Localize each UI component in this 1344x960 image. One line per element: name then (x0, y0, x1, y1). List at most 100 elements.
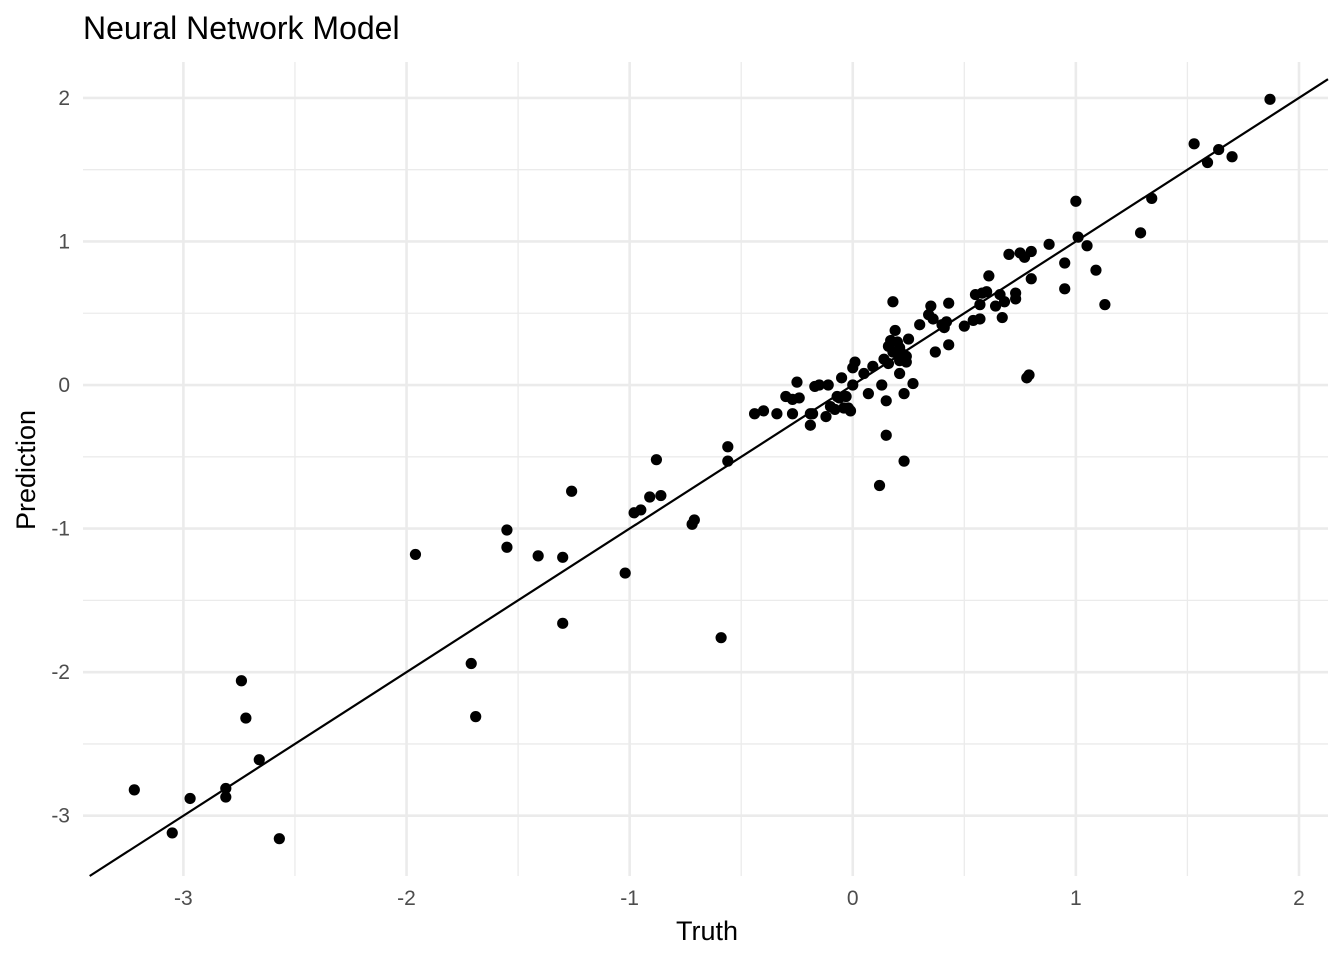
data-point (822, 379, 834, 391)
grid-lines (83, 62, 1328, 876)
data-point (532, 550, 544, 562)
data-point (688, 514, 700, 526)
reference-line (89, 78, 1329, 877)
data-point (882, 357, 895, 370)
data-point (829, 403, 841, 416)
data-point (1188, 138, 1200, 150)
data-point (894, 367, 906, 380)
data-point (925, 300, 937, 312)
data-point (1023, 369, 1035, 381)
x-axis-ticks: -3 -2 -1 0 1 2 (174, 887, 1305, 910)
y-tick-label: 0 (58, 374, 70, 397)
data-point (1081, 240, 1093, 252)
data-point (166, 827, 178, 839)
x-tick-label: -3 (174, 887, 193, 910)
data-point (914, 319, 926, 331)
data-point (757, 405, 770, 417)
x-tick-label: 1 (1070, 887, 1082, 910)
data-point (889, 324, 901, 337)
data-point (748, 408, 761, 420)
data-point (1226, 151, 1238, 163)
data-point (1099, 299, 1111, 311)
data-point (184, 792, 196, 805)
data-point (253, 754, 265, 766)
data-point (220, 791, 232, 803)
data-point (1264, 93, 1276, 105)
y-tick-label: 1 (58, 230, 70, 253)
data-point (907, 377, 919, 390)
data-point (501, 541, 513, 553)
y-tick-label: -1 (51, 518, 70, 541)
x-tick-label: 2 (1293, 887, 1305, 910)
data-point (1090, 264, 1102, 276)
data-point (929, 346, 941, 358)
data-point (1025, 245, 1037, 258)
data-point (836, 372, 848, 384)
data-point (958, 320, 970, 332)
data-point (887, 296, 899, 308)
data-point (898, 388, 910, 400)
y-tick-label: 2 (58, 87, 70, 110)
data-point (1010, 287, 1022, 299)
data-point (1059, 283, 1071, 295)
data-point (650, 454, 663, 466)
y-tick-label: -2 (51, 661, 70, 684)
y-tick-label: -3 (51, 805, 70, 828)
data-point (1043, 238, 1055, 250)
data-point (943, 297, 955, 309)
data-point (943, 339, 955, 351)
x-tick-label: -1 (620, 887, 639, 910)
data-point (644, 491, 656, 503)
data-point (876, 379, 888, 391)
data-point (820, 410, 832, 423)
data-point (1059, 257, 1071, 269)
data-point (847, 379, 859, 391)
data-point (465, 657, 477, 670)
data-point (804, 419, 816, 431)
data-point (470, 711, 482, 723)
y-axis-title: Prediction (11, 410, 41, 530)
data-point (619, 567, 631, 579)
data-points (128, 93, 1276, 845)
data-point (940, 316, 953, 328)
data-point (983, 270, 995, 282)
data-point (771, 408, 783, 420)
data-point (501, 524, 513, 536)
data-point (409, 548, 422, 561)
data-point (722, 455, 734, 467)
data-point (1134, 227, 1147, 239)
data-point (898, 455, 910, 467)
data-point (806, 408, 819, 420)
reference-line-group (89, 78, 1329, 877)
data-point (1072, 231, 1084, 243)
data-point (1146, 192, 1158, 204)
data-point (867, 360, 879, 372)
data-point (273, 833, 285, 845)
data-point (873, 479, 886, 492)
data-point (974, 313, 986, 325)
data-point (1070, 195, 1082, 207)
y-axis-ticks: -3 -2 -1 0 1 2 (51, 87, 70, 828)
data-point (240, 712, 252, 724)
data-point (902, 333, 915, 345)
data-point (715, 632, 727, 644)
x-axis-title: Truth (676, 916, 738, 946)
data-point (220, 782, 232, 795)
data-point (849, 356, 861, 368)
data-point (981, 286, 993, 298)
data-point (813, 379, 825, 391)
x-tick-label: 0 (847, 887, 859, 910)
data-point (858, 367, 870, 380)
data-point (791, 376, 803, 388)
data-point (722, 441, 734, 453)
data-point (786, 408, 799, 420)
data-point (862, 388, 874, 400)
data-point (1025, 273, 1037, 285)
data-point (128, 784, 140, 796)
data-point (1201, 156, 1214, 169)
data-point (880, 429, 892, 441)
data-point (998, 296, 1011, 308)
data-point (844, 405, 857, 417)
data-point (655, 489, 667, 502)
